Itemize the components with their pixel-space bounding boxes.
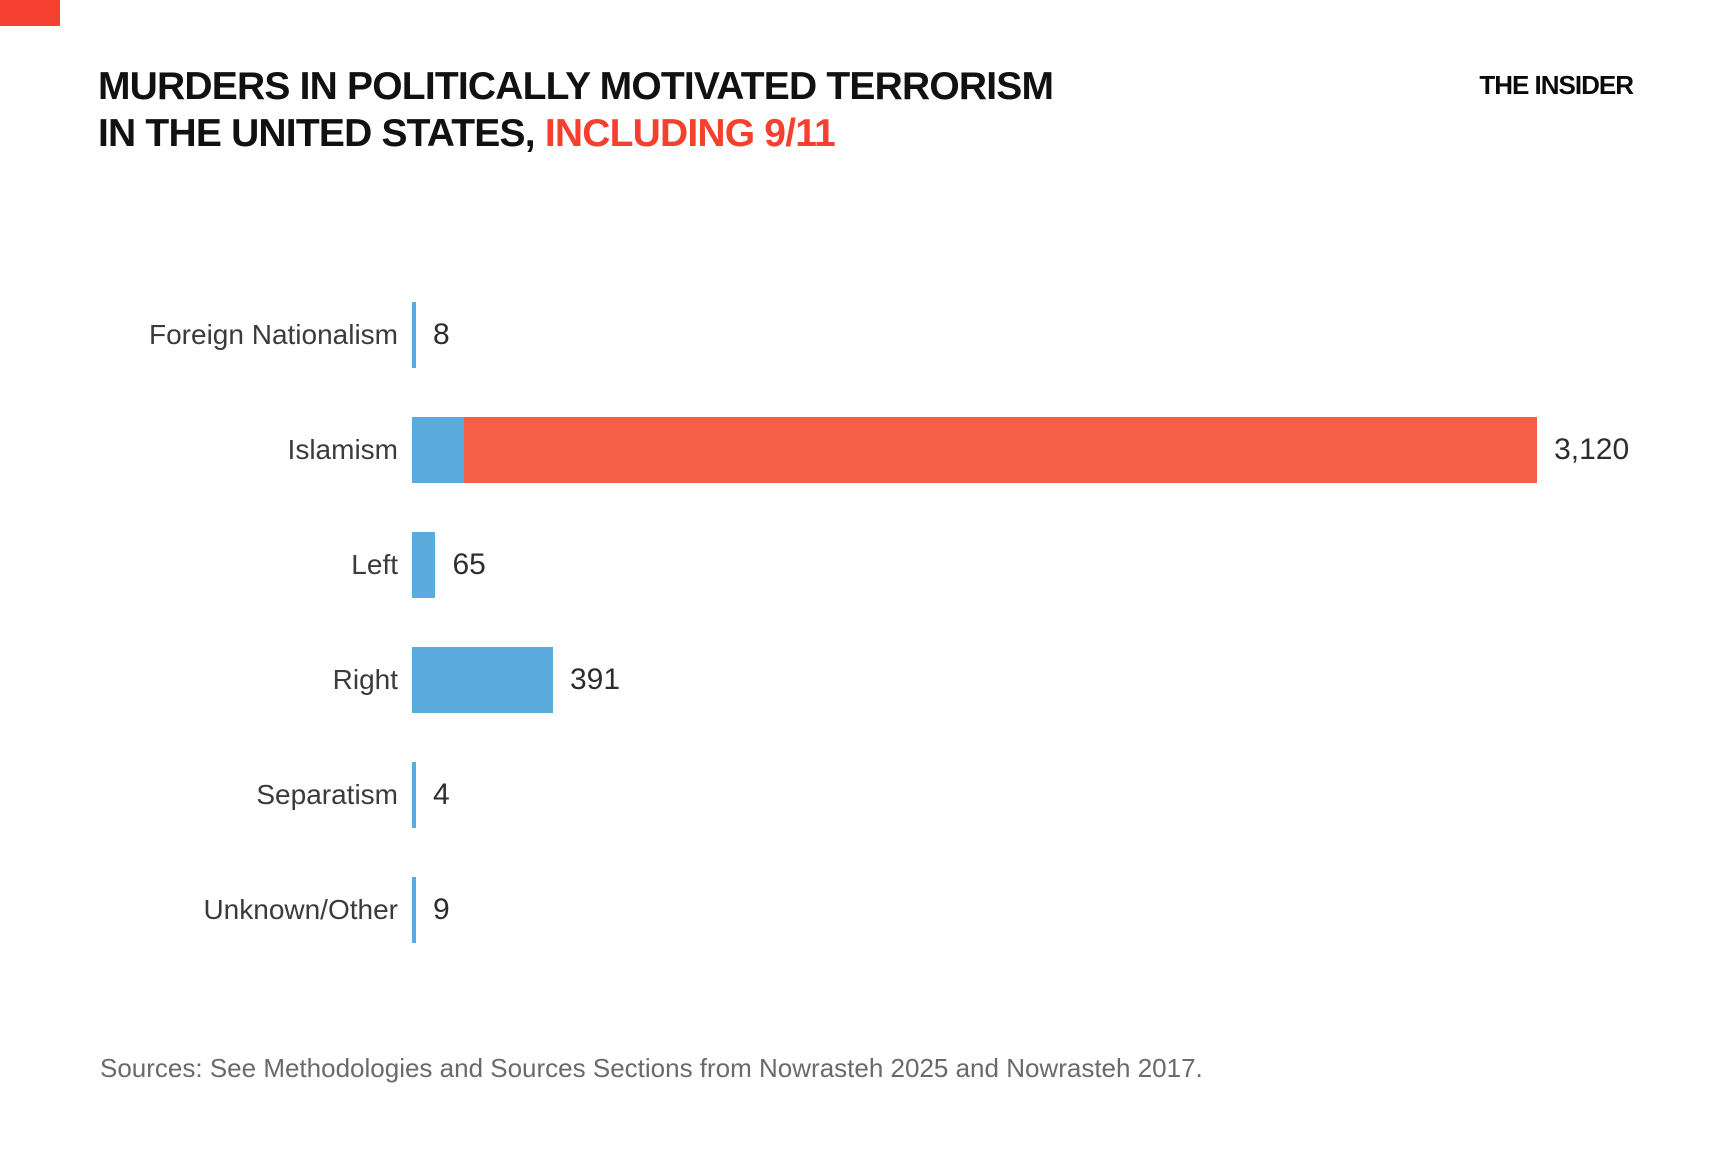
bar-segment (412, 301, 416, 368)
chart-row: Islamism 3,120 (0, 392, 1732, 507)
bar-segment (412, 876, 416, 943)
bar-segment (463, 416, 1538, 483)
value-label: 4 (433, 777, 450, 811)
title-line-2-black: IN THE UNITED STATES, (98, 112, 545, 155)
bar-segment (412, 761, 416, 828)
bar (412, 531, 436, 598)
value-label: 391 (569, 662, 621, 696)
sources-note: Sources: See Methodologies and Sources S… (100, 1053, 1203, 1083)
value-label: 9 (433, 892, 450, 926)
bar (412, 301, 416, 368)
bar-chart: Foreign Nationalism 8 Islamism 3,120 Lef… (0, 277, 1732, 967)
bar (412, 761, 416, 828)
bar (412, 876, 416, 943)
chart-row: Foreign Nationalism 8 (0, 277, 1732, 392)
value-label: 8 (433, 317, 450, 351)
corner-accent-flag (0, 0, 60, 26)
category-label: Foreign Nationalism (149, 318, 398, 350)
category-label: Separatism (256, 778, 398, 810)
bar (412, 646, 553, 713)
title-line-2: IN THE UNITED STATES, INCLUDING 9/11 (98, 110, 1053, 157)
brand-logo: THE INSIDER (1479, 70, 1634, 100)
category-label: Unknown/Other (203, 893, 398, 925)
title-line-1: MURDERS IN POLITICALLY MOTIVATED TERRORI… (98, 65, 1054, 108)
category-label: Left (351, 548, 398, 580)
bar-segment (412, 416, 464, 483)
category-label: Right (332, 663, 398, 695)
value-label: 3,120 (1554, 432, 1630, 466)
bar (412, 416, 1538, 483)
chart-row: Left 65 (0, 507, 1732, 622)
category-label: Islamism (287, 433, 398, 465)
bar-segment (412, 646, 553, 713)
chart-row: Unknown/Other 9 (0, 852, 1732, 967)
value-label: 65 (452, 547, 486, 581)
chart-row: Separatism 4 (0, 737, 1732, 852)
chart-row: Right 391 (0, 622, 1732, 737)
bar-segment (412, 531, 436, 598)
page-title: MURDERS IN POLITICALLY MOTIVATED TERRORI… (98, 63, 1054, 157)
title-line-2-highlight: INCLUDING 9/11 (544, 112, 836, 155)
